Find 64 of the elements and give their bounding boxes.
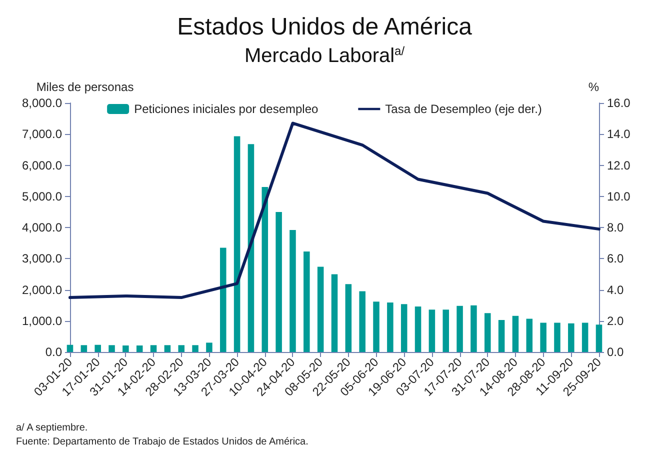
y-tick-label: 1,000.0 [22,314,62,328]
bar [136,345,143,352]
bar [568,323,574,352]
y-axis-title: Miles de personas [36,80,134,94]
bar [345,284,352,352]
bar [442,310,449,352]
bar [470,305,477,352]
text: a/ A septiembre. [16,422,88,434]
bar [512,316,519,352]
source-note: Fuente: Departamento de Trabajo de Estados Unidos de América. [16,436,308,448]
bar [428,310,436,352]
legend-label: Tasa de Desempleo (eje der.) [385,102,542,116]
bar [192,345,198,352]
bar [400,304,408,352]
y-tick-label: 8,000.0 [22,96,62,110]
y2-tick-label: 14.0 [607,127,631,142]
bar [526,318,533,352]
bar [373,302,380,352]
y-tick-label: 7,000.0 [22,127,62,142]
y2-tick-label: 8.0 [607,220,624,234]
y2-axis-title: % [588,80,600,94]
bar [317,266,324,352]
legend-label: Peticiones iniciales por desempleo [134,102,318,116]
y2-tick-label: 16.0 [607,96,631,110]
y-tick-label: 2,000.0 [22,282,62,297]
bar [582,322,588,352]
y2-tick-label: 2.0 [607,314,624,328]
bar [540,322,546,352]
bar [456,306,463,352]
bar [484,313,491,352]
bar [498,320,505,352]
bar [304,251,310,352]
bar [596,324,602,352]
bar [164,345,171,352]
bar [122,345,129,352]
bar [220,248,226,352]
bar [554,322,560,352]
bar [331,274,338,352]
bar [150,345,157,352]
bar [414,306,422,352]
y2-tick-label: 0.0 [607,345,624,359]
bar [276,212,282,352]
chart-title: Estados Unidos de América [177,14,473,40]
y2-tick-label: 10.0 [607,189,631,204]
bar [262,187,268,352]
bar [248,144,254,352]
bar [178,345,184,352]
y2-tick-label: 4.0 [607,282,624,297]
bar [290,230,296,352]
bar [94,344,101,352]
bar [206,342,212,352]
bar [387,302,394,352]
bar [234,136,240,352]
y-tick-label: 5,000.0 [22,189,62,204]
bar [108,345,115,352]
bar [80,345,88,352]
line-series [68,122,600,300]
y-tick-label: 3,000.0 [22,252,62,266]
y-tick-label: 0.0 [45,345,62,359]
bar [359,291,366,352]
y2-tick-label: 6.0 [607,252,624,266]
y2-tick-label: 12.0 [607,158,631,172]
y-tick-label: 4,000.0 [22,220,62,234]
y-tick-label: 6,000.0 [22,158,62,172]
